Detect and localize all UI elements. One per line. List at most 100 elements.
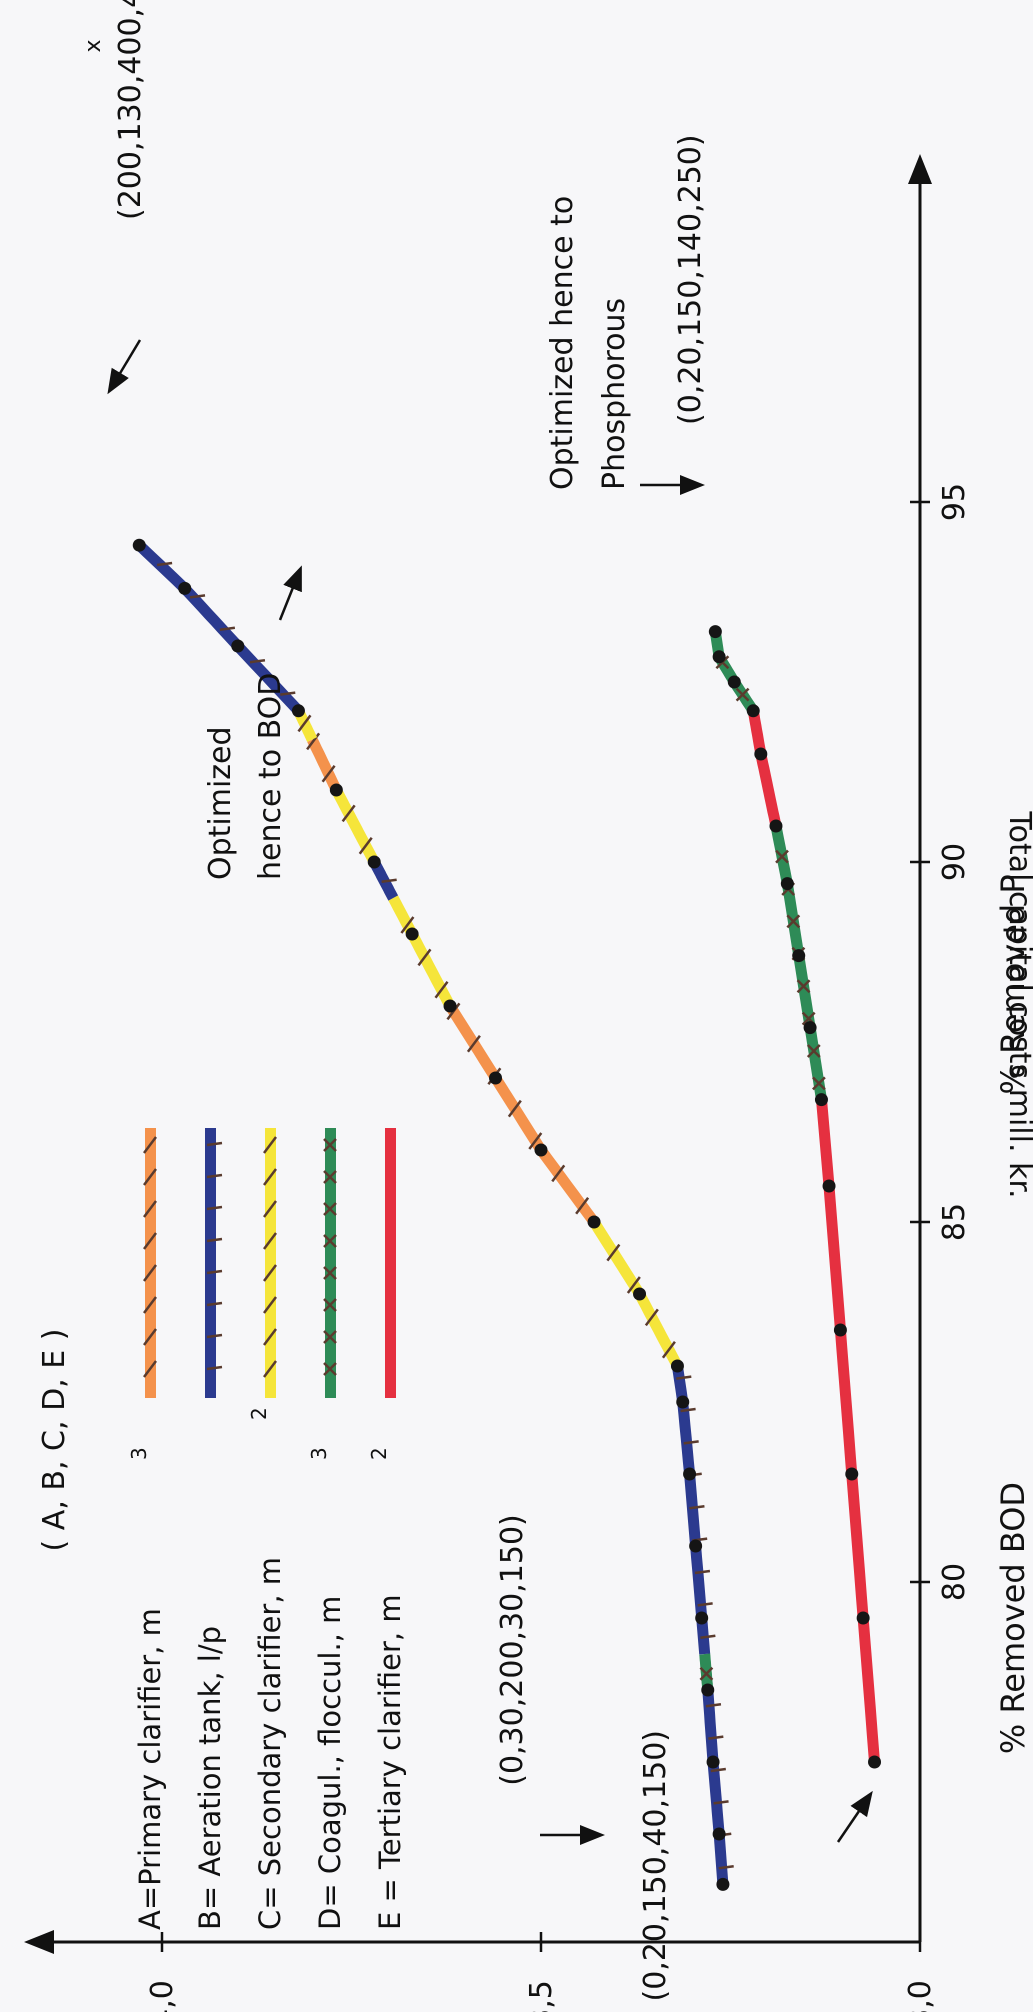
- legend-sup-A: 3: [127, 1447, 151, 1460]
- series-0-hatch: [644, 1308, 659, 1327]
- series-0-hatch: [417, 948, 432, 967]
- legend-hatch-D: [323, 1362, 337, 1376]
- legend-hatch-C: [263, 1360, 277, 1378]
- legend-label-A: A=Primary clarifier, m: [133, 1608, 167, 1930]
- series-0-hatch: [606, 1243, 621, 1262]
- series-0-hatch: [676, 1375, 692, 1380]
- series-1-start-label: (0,20,150,40,150): [638, 1730, 673, 2002]
- series-0-hatch: [708, 1735, 724, 1740]
- legend-hatch-A: [143, 1232, 157, 1250]
- series-0: [132, 538, 734, 1891]
- series-1: [708, 625, 882, 1769]
- legend-hatch-B: [206, 1237, 223, 1243]
- series-0-hatch: [694, 1569, 711, 1575]
- legend-hatch-D: [323, 1138, 337, 1152]
- legend-hatch-A: [143, 1200, 157, 1218]
- y-tick-label-0: 3,0: [903, 1980, 938, 2012]
- series-1-point-9: [769, 819, 783, 833]
- series-0-hatch: [661, 1341, 676, 1359]
- series-1-point-6: [803, 1021, 817, 1035]
- series-1-point-7: [792, 949, 806, 963]
- legend-hatch-D: [323, 1266, 337, 1280]
- series-1-point-3: [833, 1323, 847, 1337]
- series-0-segment-4: [445, 1003, 599, 1226]
- series-0-hatch: [156, 561, 173, 567]
- y-tick-label-1: 3,5: [524, 1980, 559, 2012]
- series-0-point-0: [716, 1877, 730, 1891]
- series-1-point-1: [856, 1611, 870, 1625]
- series-0-segment-7: [331, 787, 380, 865]
- series-layer: [132, 538, 882, 1891]
- series-0-end-label-mark: x: [81, 39, 106, 52]
- series-0-point-2: [706, 1755, 720, 1769]
- series-0-hatch: [306, 732, 321, 751]
- series-1-point-2: [845, 1467, 859, 1481]
- series-0-hatch: [280, 691, 296, 696]
- legend-hatch-C: [263, 1232, 277, 1250]
- series-0-hatch: [718, 1864, 734, 1870]
- series-1-segment-1: [770, 824, 827, 1101]
- y-axis-title: Total capital costs mill. kr.: [1002, 810, 1033, 1198]
- x-axis-title-p: % Removed P: [994, 874, 1032, 1094]
- x-tick-label-80: 80: [937, 1563, 972, 1601]
- legend-swatch-C: [265, 1128, 276, 1398]
- spacer: [640, 1760, 875, 1775]
- series-1-hatch: [786, 914, 801, 929]
- series-0-hatch: [705, 1702, 722, 1708]
- series-0-point-9: [633, 1287, 647, 1301]
- series-1-hatch: [735, 687, 750, 702]
- series-0-point-7: [676, 1395, 690, 1409]
- annotation-bod-line-0: Optimized: [203, 726, 238, 880]
- series-0-point-8: [670, 1359, 684, 1373]
- legend-hatch-D: [323, 1330, 337, 1344]
- series-0-end-label: (200,130,400,40,150: [113, 0, 148, 220]
- x-tick-label-90: 90: [937, 843, 972, 881]
- series-1-end-label: (0,20,150,140,250): [673, 134, 708, 425]
- series-0-point-4: [695, 1611, 709, 1625]
- series-0-point-19: [178, 581, 192, 595]
- series-0-hatch: [358, 837, 373, 855]
- series-1-start-arrow: [836, 1790, 873, 1843]
- x-tick-label-85: 85: [937, 1203, 972, 1241]
- series-1-hatch: [775, 849, 789, 864]
- legend-hatch-C: [263, 1264, 277, 1282]
- series-0-hatch: [189, 594, 206, 599]
- series-0-point-12: [489, 1071, 503, 1085]
- series-1-point-4: [822, 1179, 836, 1193]
- series-0-hatch: [689, 1504, 705, 1510]
- series-1-point-0: [868, 1755, 882, 1769]
- legend-hatch-A: [143, 1168, 157, 1186]
- series-0-hatch: [381, 878, 397, 884]
- legend-title: ( A, B, C, D, E ): [37, 1329, 72, 1552]
- series-1-point-14: [708, 625, 722, 639]
- series-0-point-6: [683, 1467, 697, 1481]
- series-0-point-11: [534, 1143, 548, 1157]
- series-0-point-20: [132, 538, 146, 552]
- legend-hatch-D: [323, 1234, 337, 1248]
- series-0-segment-0: [702, 1689, 729, 1885]
- axes: 80 85 90 95 3,0 3,5 4,0 % Removed BOD % Removed …: [24, 154, 1033, 2012]
- legend-swatch-B: [205, 1128, 216, 1398]
- series-0-end-arrow: [107, 339, 142, 395]
- series-0-point-18: [231, 639, 245, 653]
- legend-swatch-E: [385, 1128, 396, 1398]
- legend-hatch-A: [143, 1264, 157, 1282]
- annotation-p-line-0: Optimized hence to: [545, 196, 580, 490]
- legend: ( A, B, C, D, E ) A=Primary clarifier, m 3…: [37, 1128, 407, 1930]
- series-1-segment-0: [816, 1099, 880, 1763]
- series-1-point-5: [814, 1093, 828, 1107]
- series-0-hatch: [699, 1666, 714, 1681]
- series-1-point-13: [712, 650, 726, 664]
- annotation-bod-line-1: hence to BOD: [253, 673, 288, 880]
- series-0-start-label: (0,30,200,30,150): [495, 1514, 530, 1786]
- legend-hatch-C: [263, 1328, 277, 1346]
- series-0-hatch: [341, 804, 356, 823]
- series-0-hatch: [466, 1035, 481, 1053]
- legend-hatch-A: [143, 1328, 157, 1346]
- series-1-hatch: [812, 1076, 826, 1091]
- series-0-point-16: [329, 783, 343, 797]
- series-1-segment-2: [747, 709, 782, 828]
- series-0-segment-8: [307, 737, 342, 793]
- legend-hatch-B: [206, 1141, 223, 1147]
